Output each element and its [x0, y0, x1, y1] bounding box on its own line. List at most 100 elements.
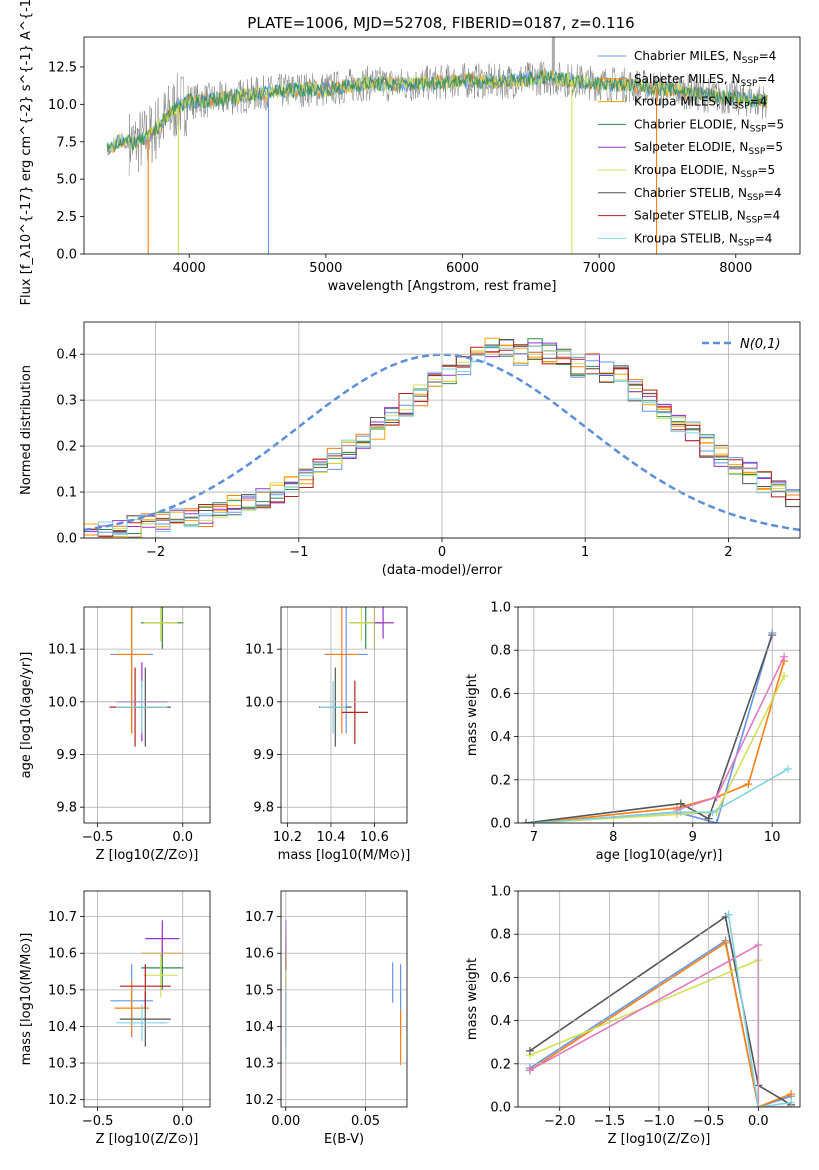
- legend-subscript: SSP: [746, 216, 763, 226]
- legend-entry: Salpeter ELODIE, NSSP=5: [634, 140, 783, 157]
- y-tick-label: 10.5: [48, 983, 77, 998]
- weight-point-marker: [525, 1066, 534, 1075]
- plot-area: [109, 607, 184, 747]
- y-tick-label: 9.9: [56, 748, 77, 763]
- x-tick-label: 7000: [583, 261, 616, 276]
- axes-weight-vs-Z: −2.0 −1.5 −1.0 −0.5 0.0 0.0 0.2 0.4 0.6 0.8 1.0 Z […: [465, 885, 801, 1147]
- y-tick-label: 0.0: [56, 248, 77, 263]
- weight-series-line: [533, 768, 789, 823]
- legend-entry: Chabrier STELIB, NSSP=4: [634, 186, 782, 203]
- weight-point-marker: [676, 808, 685, 817]
- y-axis-label: mass weight: [465, 674, 480, 756]
- y-tick-label: 7.5: [56, 135, 77, 150]
- plot-area: [106, 37, 768, 254]
- y-tick-label: 10.1: [245, 643, 274, 658]
- weight-point-marker: [712, 793, 721, 802]
- error-bar-point: [143, 607, 178, 642]
- y-tick-label: 10.3: [245, 1057, 274, 1072]
- x-tick-label: 10.6: [360, 830, 389, 845]
- legend-entry: Salpeter STELIB, NSSP=4: [634, 209, 780, 226]
- x-tick-label: 0.0: [172, 1114, 193, 1129]
- axes-age-vs-Z: −0.5 0.0 9.8 9.9 10.0 10.1 Z [log10(Z/Z⊙)] age …: [19, 606, 211, 863]
- y-tick-label: 10.3: [48, 1057, 77, 1072]
- weight-point-marker: [525, 1046, 534, 1055]
- x-tick-label: 7: [530, 830, 538, 845]
- y-tick-label: 10.2: [48, 1093, 77, 1108]
- x-tick-label: 8: [609, 830, 617, 845]
- x-tick-label: −1.5: [594, 1114, 626, 1129]
- legend-subscript: SSP: [750, 124, 767, 134]
- legend-subscript: SSP: [741, 79, 758, 89]
- x-tick-label: 10.2: [273, 830, 302, 845]
- axes-residuals: −2 −1 0 1 2 0.0 0.1 0.2 0.3 0.4 (data-model)/error…: [19, 321, 801, 578]
- x-tick-label: 8000: [719, 261, 752, 276]
- x-axis-label: Z [log10(Z/Z⊙)]: [96, 1132, 199, 1147]
- weight-point-marker: [784, 765, 793, 773]
- y-tick-label: 0.6: [490, 687, 511, 702]
- y-tick-label: 5.0: [56, 173, 77, 188]
- weight-point-marker: [780, 672, 789, 681]
- x-tick-label: 0.05: [351, 1114, 380, 1129]
- y-axis-label: mass [log10(M/M⊙)]: [19, 933, 34, 1066]
- legend-entry: N(0,1): [740, 337, 781, 352]
- error-bar-point: [116, 1004, 168, 1042]
- y-axis-label: Flux [f_λ10^{-17} erg cm^{-2} s^{-1} A^{…: [19, 0, 34, 305]
- legend-rest: =5: [765, 140, 783, 154]
- error-bar-point: [325, 607, 359, 734]
- x-axis-label: mass [log10(M/M⊙)]: [278, 848, 411, 863]
- y-tick-label: 10.6: [245, 947, 274, 962]
- weight-point-marker: [744, 780, 753, 789]
- y-tick-label: 0.6: [490, 971, 511, 986]
- y-tick-label: 10.0: [245, 695, 274, 710]
- error-bar-point: [372, 607, 394, 639]
- y-tick-label: 2.5: [56, 210, 77, 225]
- legend-rest: =5: [766, 117, 784, 131]
- x-tick-label: −2: [146, 545, 165, 560]
- x-tick-label: 0: [438, 545, 446, 560]
- y-tick-label: 10.0: [48, 695, 77, 710]
- plot-area: [525, 910, 796, 1107]
- x-tick-label: 1: [581, 545, 589, 560]
- weight-point-marker: [787, 1098, 796, 1107]
- weight-point-marker: [676, 799, 685, 808]
- error-bar-point: [341, 680, 368, 744]
- x-tick-label: −1.0: [643, 1114, 675, 1129]
- legend-entry: Salpeter MILES, NSSP=4: [634, 72, 775, 89]
- error-bar-point: [348, 607, 375, 642]
- x-axis-label: E(B-V): [324, 1132, 364, 1147]
- y-tick-label: 0.0: [490, 817, 511, 832]
- weight-point-marker: [721, 938, 730, 947]
- x-tick-label: −2.0: [544, 1114, 576, 1129]
- weight-series-line: [525, 634, 773, 823]
- legend-rest: =4: [759, 49, 777, 63]
- y-tick-label: 0.2: [490, 773, 511, 788]
- y-tick-label: 10.4: [48, 1020, 77, 1035]
- y-tick-label: 0.1: [56, 486, 77, 501]
- axes-frame: [83, 606, 211, 824]
- x-tick-label: 0.00: [271, 1114, 300, 1129]
- error-bar-point: [143, 953, 178, 998]
- weight-point-marker: [780, 652, 789, 661]
- x-tick-label: 10.4: [316, 830, 345, 845]
- y-tick-label: 0.4: [490, 730, 511, 745]
- legend-rest: =5: [757, 163, 775, 177]
- weight-series-line: [727, 914, 792, 1107]
- plot-area: [521, 628, 793, 823]
- y-tick-label: 12.5: [48, 60, 77, 75]
- y-tick-label: 10.4: [245, 1020, 274, 1035]
- axes-weight-vs-age: 7 8 9 10 0.0 0.2 0.4 0.6 0.8 1.0 age [log10(age/yr…: [465, 601, 801, 863]
- weight-series-line: [529, 943, 792, 1107]
- error-bar-point: [116, 680, 168, 734]
- y-tick-label: 10.6: [48, 947, 77, 962]
- plot-area: [110, 920, 184, 1047]
- plot-area: [319, 607, 394, 747]
- weight-point-marker: [704, 814, 713, 823]
- y-tick-label: 1.0: [490, 601, 511, 616]
- axes-mass-vs-ebv: 0.00 0.05 10.2 10.3 10.4 10.5 10.6 10.7 E(B-V): [245, 890, 408, 1147]
- weight-point-marker: [708, 808, 717, 817]
- y-tick-label: 10.7: [245, 910, 274, 925]
- x-tick-label: −0.5: [82, 1114, 114, 1129]
- weight-point-marker: [521, 819, 530, 823]
- x-tick-label: 0.0: [748, 1114, 769, 1129]
